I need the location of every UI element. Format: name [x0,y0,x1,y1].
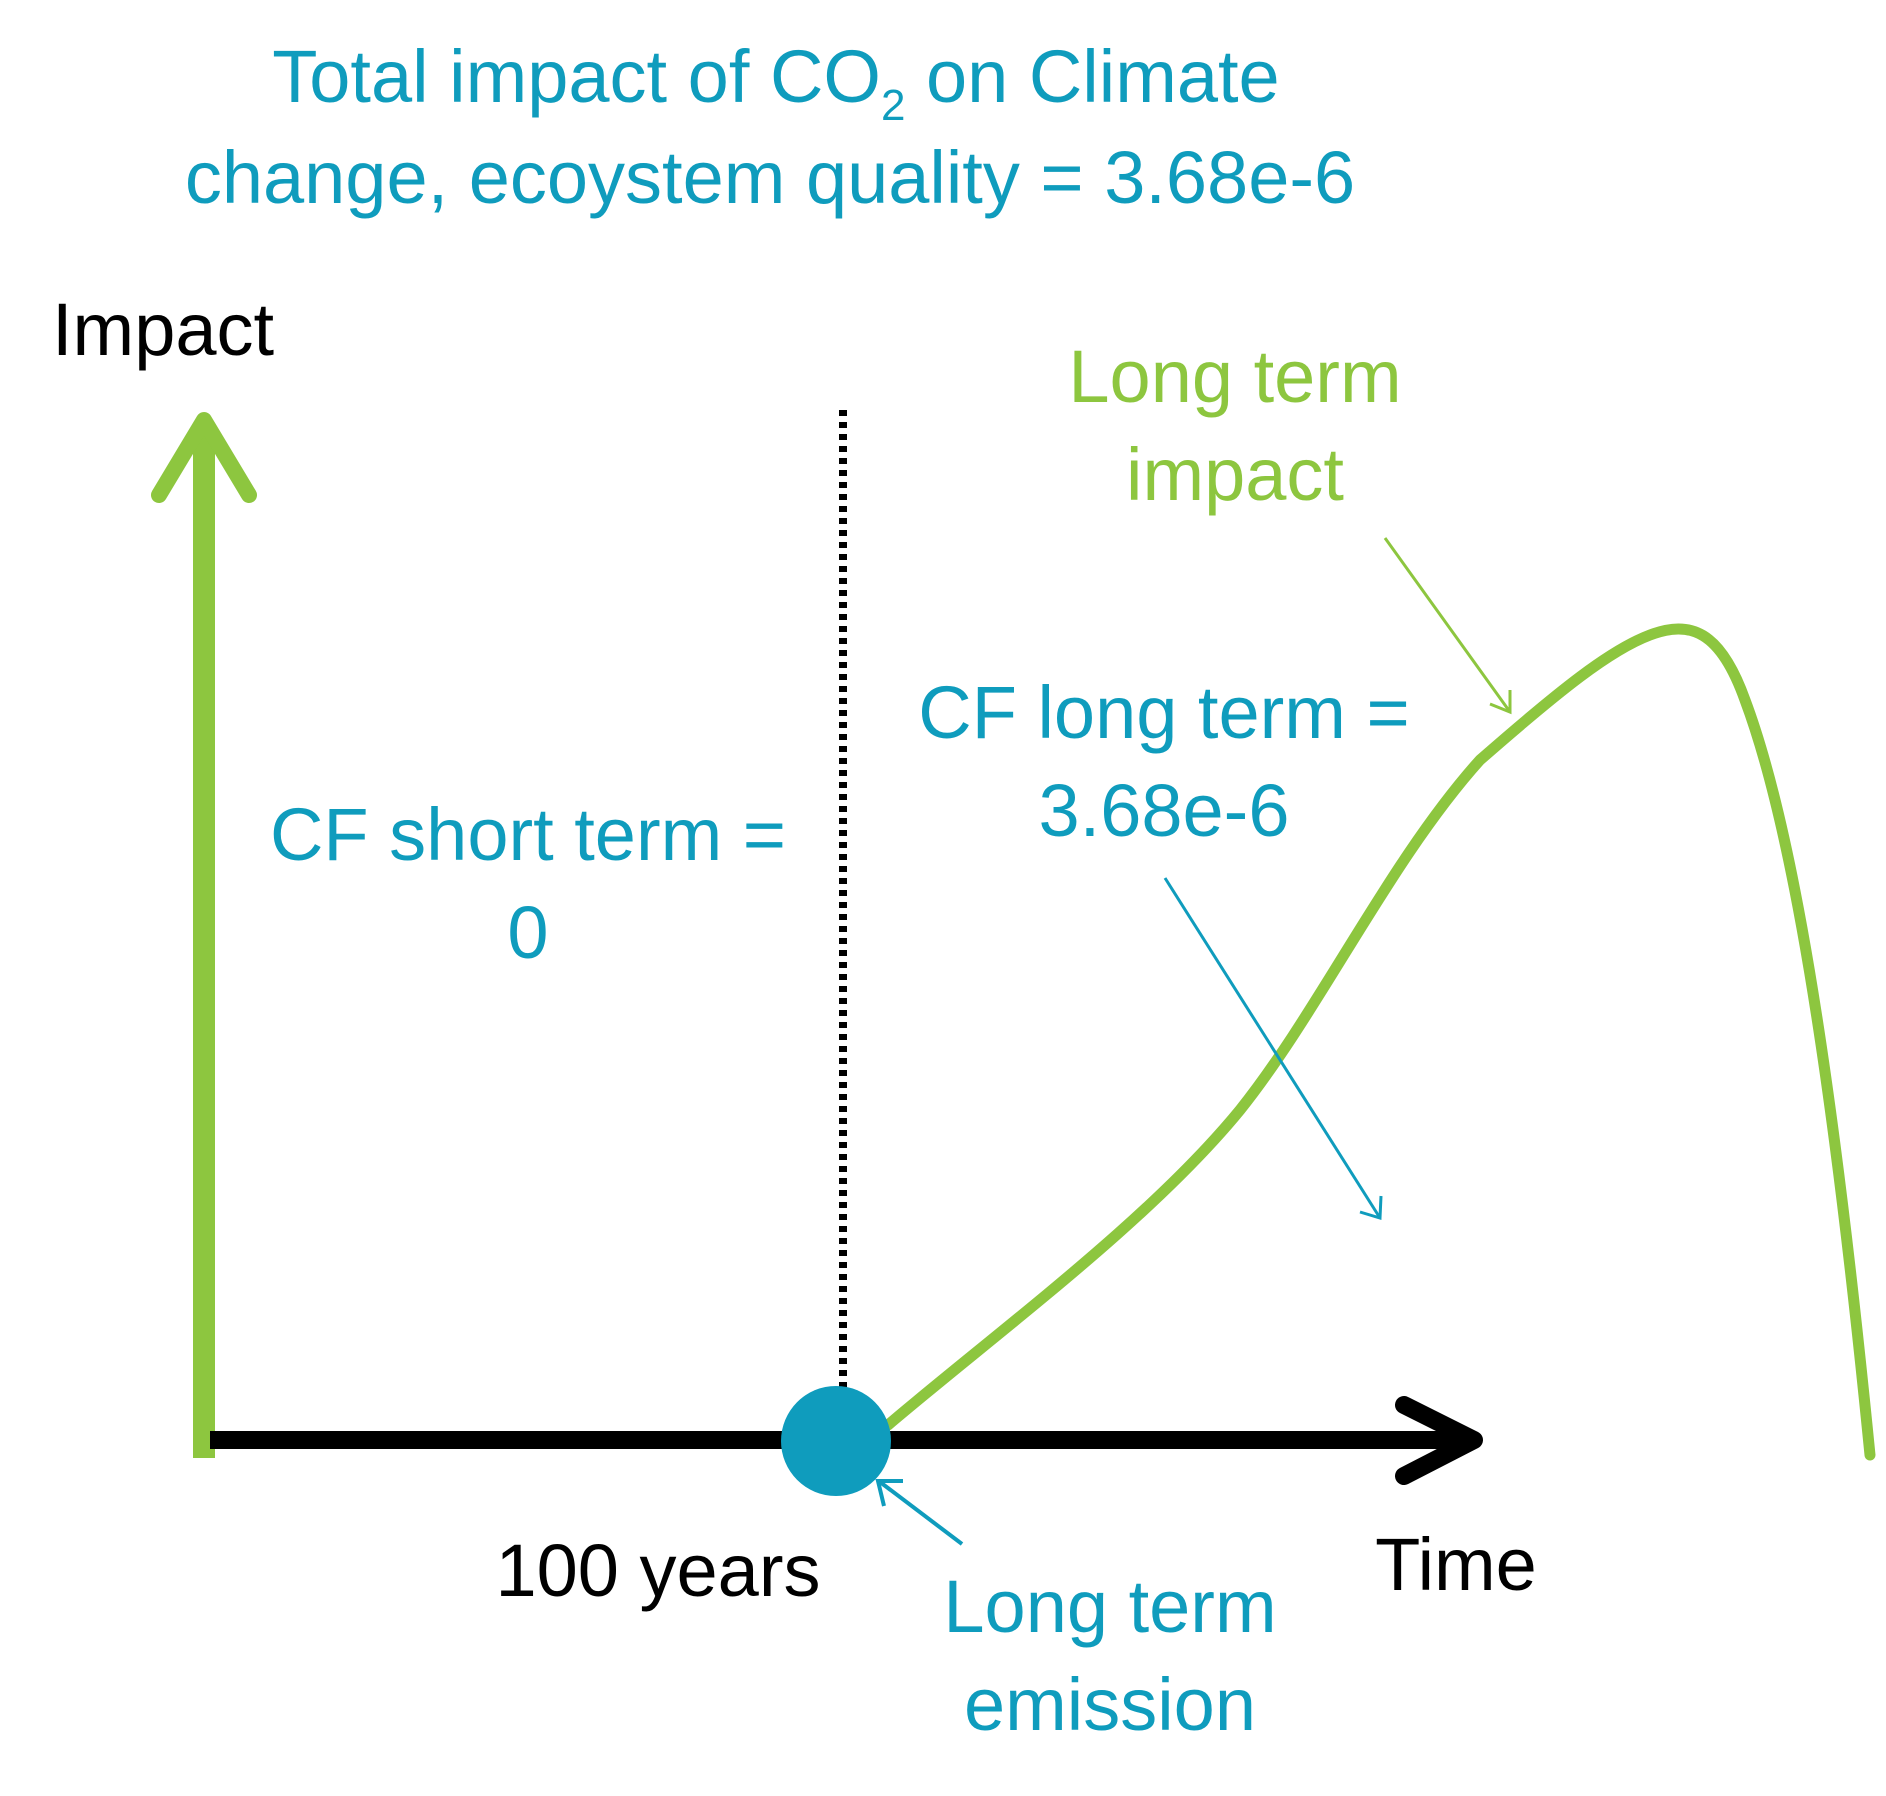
y-axis-arrowhead [151,412,257,503]
long-term-impact-label-line-2: impact [1126,433,1344,516]
cf-long-term-label-line-2: 3.68e-6 [1039,769,1290,852]
long-term-emission-pointer-head [875,1479,903,1507]
long-term-emission-label-line-1: Long term [943,1565,1276,1648]
long-term-impact-label-line-1: Long term [1068,335,1401,418]
cf-long-term-pointer [1163,877,1382,1219]
long-term-emission-point [781,1386,891,1496]
long-term-impact-pointer-head [1489,690,1512,715]
cf-short-term-label-line-1: CF short term = [270,793,786,876]
cf-short-term-label-line-2: 0 [507,891,548,974]
title-line-1: Total impact of CO2 on Climate [272,35,1279,130]
title-line-2: change, ecoystem quality = 3.68e-6 [185,136,1355,219]
x-axis-label: Time [1375,1523,1537,1606]
long-term-emission-label-line-2: emission [964,1663,1256,1746]
x-axis-arrowhead [1395,1396,1483,1485]
cf-long-term-pointer-head [1359,1195,1383,1220]
long-term-emission-pointer [878,1480,964,1546]
x-marker-label: 100 years [496,1529,821,1612]
long-term-impact-pointer [1383,537,1512,713]
cf-long-term-label-line-1: CF long term = [918,671,1409,754]
y-axis-label: Impact [52,288,275,371]
long-term-impact-curve [882,623,1876,1461]
